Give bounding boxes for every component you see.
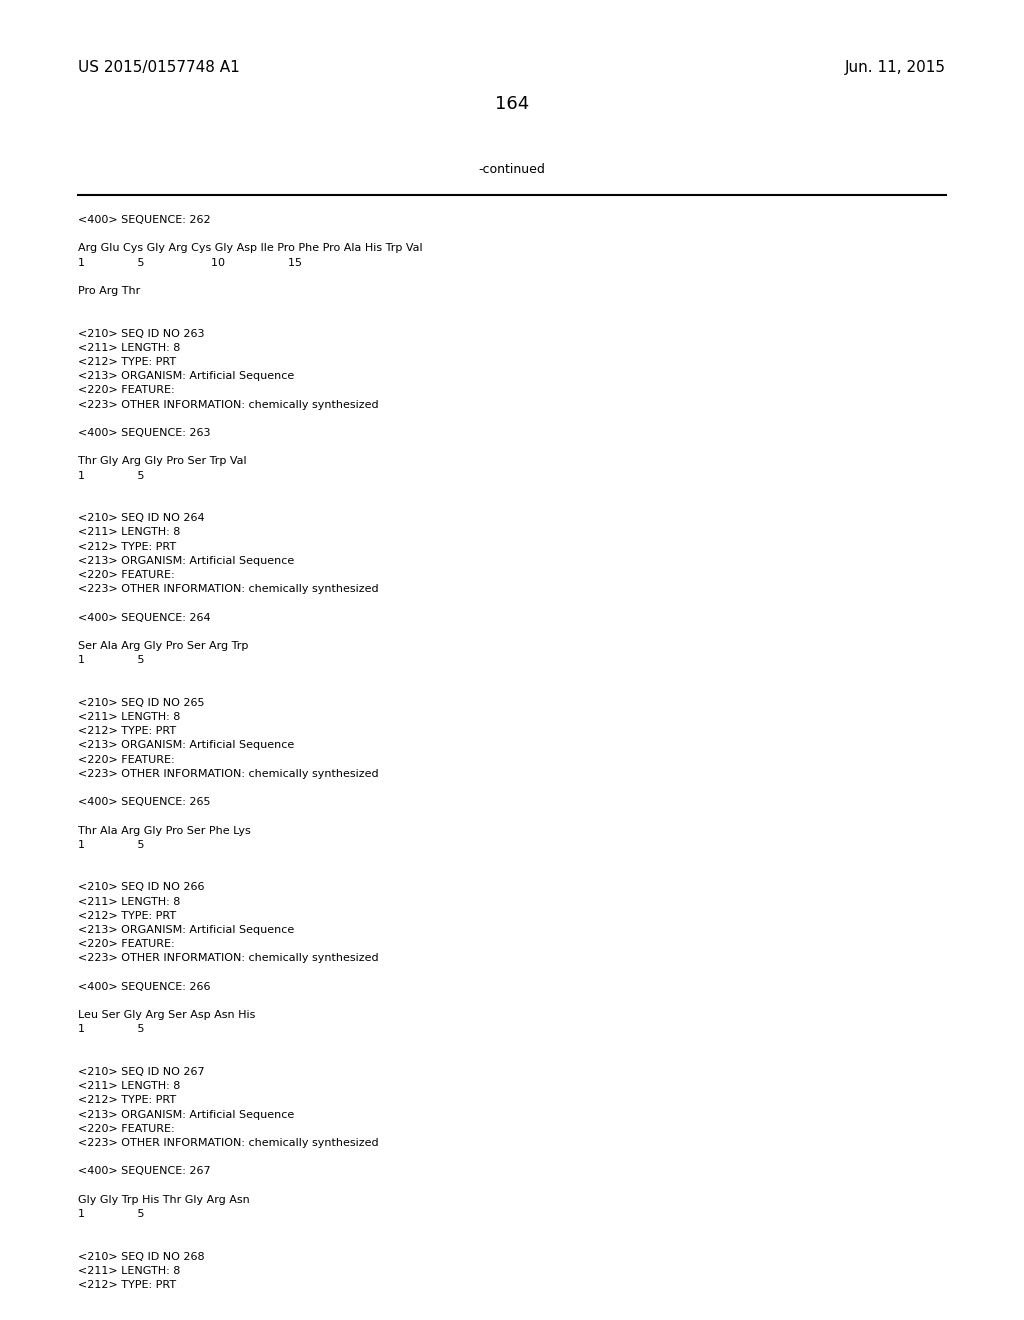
Text: <213> ORGANISM: Artificial Sequence: <213> ORGANISM: Artificial Sequence [78,925,294,935]
Text: <212> TYPE: PRT: <212> TYPE: PRT [78,356,176,367]
Text: <400> SEQUENCE: 262: <400> SEQUENCE: 262 [78,215,211,224]
Text: <211> LENGTH: 8: <211> LENGTH: 8 [78,1081,180,1092]
Text: US 2015/0157748 A1: US 2015/0157748 A1 [78,59,240,75]
Text: <400> SEQUENCE: 266: <400> SEQUENCE: 266 [78,982,211,991]
Text: <210> SEQ ID NO 267: <210> SEQ ID NO 267 [78,1067,205,1077]
Text: Thr Ala Arg Gly Pro Ser Phe Lys: Thr Ala Arg Gly Pro Ser Phe Lys [78,825,251,836]
Text: <212> TYPE: PRT: <212> TYPE: PRT [78,541,176,552]
Text: Pro Arg Thr: Pro Arg Thr [78,286,140,296]
Text: <213> ORGANISM: Artificial Sequence: <213> ORGANISM: Artificial Sequence [78,371,294,381]
Text: 1               5: 1 5 [78,840,144,850]
Text: <220> FEATURE:: <220> FEATURE: [78,570,175,579]
Text: Leu Ser Gly Arg Ser Asp Asn His: Leu Ser Gly Arg Ser Asp Asn His [78,1010,255,1020]
Text: <212> TYPE: PRT: <212> TYPE: PRT [78,726,176,737]
Text: <210> SEQ ID NO 265: <210> SEQ ID NO 265 [78,698,205,708]
Text: <213> ORGANISM: Artificial Sequence: <213> ORGANISM: Artificial Sequence [78,741,294,750]
Text: <223> OTHER INFORMATION: chemically synthesized: <223> OTHER INFORMATION: chemically synt… [78,1138,379,1148]
Text: 1               5: 1 5 [78,1024,144,1035]
Text: <223> OTHER INFORMATION: chemically synthesized: <223> OTHER INFORMATION: chemically synt… [78,400,379,409]
Text: Ser Ala Arg Gly Pro Ser Arg Trp: Ser Ala Arg Gly Pro Ser Arg Trp [78,642,249,651]
Text: <210> SEQ ID NO 268: <210> SEQ ID NO 268 [78,1251,205,1262]
Text: <223> OTHER INFORMATION: chemically synthesized: <223> OTHER INFORMATION: chemically synt… [78,585,379,594]
Text: <400> SEQUENCE: 263: <400> SEQUENCE: 263 [78,428,211,438]
Text: <220> FEATURE:: <220> FEATURE: [78,385,175,396]
Text: <211> LENGTH: 8: <211> LENGTH: 8 [78,896,180,907]
Text: <220> FEATURE:: <220> FEATURE: [78,940,175,949]
Text: <211> LENGTH: 8: <211> LENGTH: 8 [78,711,180,722]
Text: <210> SEQ ID NO 264: <210> SEQ ID NO 264 [78,513,205,523]
Text: <211> LENGTH: 8: <211> LENGTH: 8 [78,1266,180,1276]
Text: <212> TYPE: PRT: <212> TYPE: PRT [78,1280,176,1290]
Text: -continued: -continued [478,162,546,176]
Text: Jun. 11, 2015: Jun. 11, 2015 [845,59,946,75]
Text: 1               5                   10                  15: 1 5 10 15 [78,257,302,268]
Text: <220> FEATURE:: <220> FEATURE: [78,755,175,764]
Text: <213> ORGANISM: Artificial Sequence: <213> ORGANISM: Artificial Sequence [78,1110,294,1119]
Text: Arg Glu Cys Gly Arg Cys Gly Asp Ile Pro Phe Pro Ala His Trp Val: Arg Glu Cys Gly Arg Cys Gly Asp Ile Pro … [78,243,423,253]
Text: <220> FEATURE:: <220> FEATURE: [78,1123,175,1134]
Text: <210> SEQ ID NO 266: <210> SEQ ID NO 266 [78,882,205,892]
Text: <223> OTHER INFORMATION: chemically synthesized: <223> OTHER INFORMATION: chemically synt… [78,768,379,779]
Text: 1               5: 1 5 [78,1209,144,1218]
Text: <400> SEQUENCE: 264: <400> SEQUENCE: 264 [78,612,211,623]
Text: <210> SEQ ID NO 263: <210> SEQ ID NO 263 [78,329,205,339]
Text: <400> SEQUENCE: 265: <400> SEQUENCE: 265 [78,797,211,808]
Text: 164: 164 [495,95,529,114]
Text: <212> TYPE: PRT: <212> TYPE: PRT [78,1096,176,1105]
Text: <212> TYPE: PRT: <212> TYPE: PRT [78,911,176,921]
Text: <400> SEQUENCE: 267: <400> SEQUENCE: 267 [78,1167,211,1176]
Text: <211> LENGTH: 8: <211> LENGTH: 8 [78,528,180,537]
Text: <211> LENGTH: 8: <211> LENGTH: 8 [78,343,180,352]
Text: Thr Gly Arg Gly Pro Ser Trp Val: Thr Gly Arg Gly Pro Ser Trp Val [78,457,247,466]
Text: 1               5: 1 5 [78,471,144,480]
Text: 1               5: 1 5 [78,655,144,665]
Text: Gly Gly Trp His Thr Gly Arg Asn: Gly Gly Trp His Thr Gly Arg Asn [78,1195,250,1205]
Text: <213> ORGANISM: Artificial Sequence: <213> ORGANISM: Artificial Sequence [78,556,294,566]
Text: <223> OTHER INFORMATION: chemically synthesized: <223> OTHER INFORMATION: chemically synt… [78,953,379,964]
